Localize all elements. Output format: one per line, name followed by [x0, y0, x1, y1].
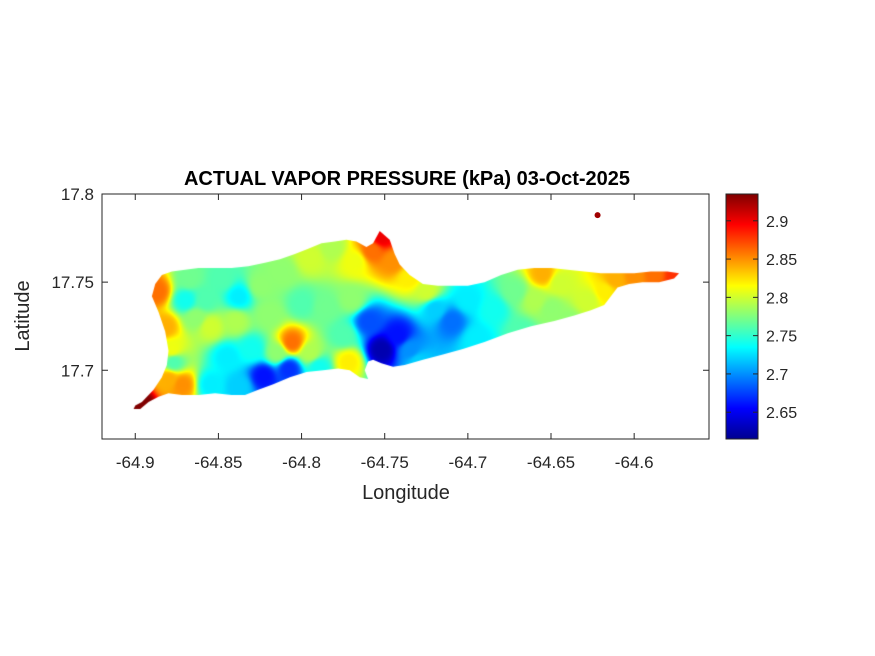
x-tick-label: -64.7: [448, 453, 487, 472]
colorbar-tick-label: 2.65: [766, 405, 797, 422]
x-tick-label: -64.6: [615, 453, 654, 472]
x-tick-label: -64.65: [527, 453, 575, 472]
y-axis-label: Latitude: [12, 280, 34, 351]
colorbar: 2.65 2.7 2.75 2.8 2.85 2.9: [725, 193, 797, 440]
x-tick-label: -64.75: [361, 453, 409, 472]
y-tick-label: 17.8: [61, 185, 94, 204]
x-tick-label: -64.8: [282, 453, 321, 472]
colorbar-tick-label: 2.75: [766, 329, 797, 346]
islet-marker: [594, 212, 601, 219]
y-axis-ticks: 17.7 17.75 17.8: [51, 185, 709, 380]
colorbar-tick-label: 2.9: [766, 214, 788, 231]
x-axis-ticks: -64.9 -64.85 -64.8 -64.75 -64.7 -64.65 -64.6: [116, 194, 654, 472]
y-tick-label: 17.7: [61, 361, 94, 380]
x-axis-label: Longitude: [362, 482, 450, 504]
y-tick-label: 17.75: [51, 273, 94, 292]
axes-frame: [101, 193, 710, 440]
colorbar-ticks: 2.65 2.7 2.75 2.8 2.85 2.9: [726, 214, 797, 422]
colorbar-tick-label: 2.7: [766, 367, 788, 384]
chart-title: ACTUAL VAPOR PRESSURE (kPa) 03-Oct-2025: [184, 168, 630, 190]
x-tick-label: -64.85: [194, 453, 242, 472]
colorbar-gradient: [725, 193, 759, 440]
colorbar-tick-label: 2.8: [766, 290, 788, 307]
colorbar-tick-label: 2.85: [766, 252, 797, 269]
x-tick-label: -64.9: [116, 453, 155, 472]
